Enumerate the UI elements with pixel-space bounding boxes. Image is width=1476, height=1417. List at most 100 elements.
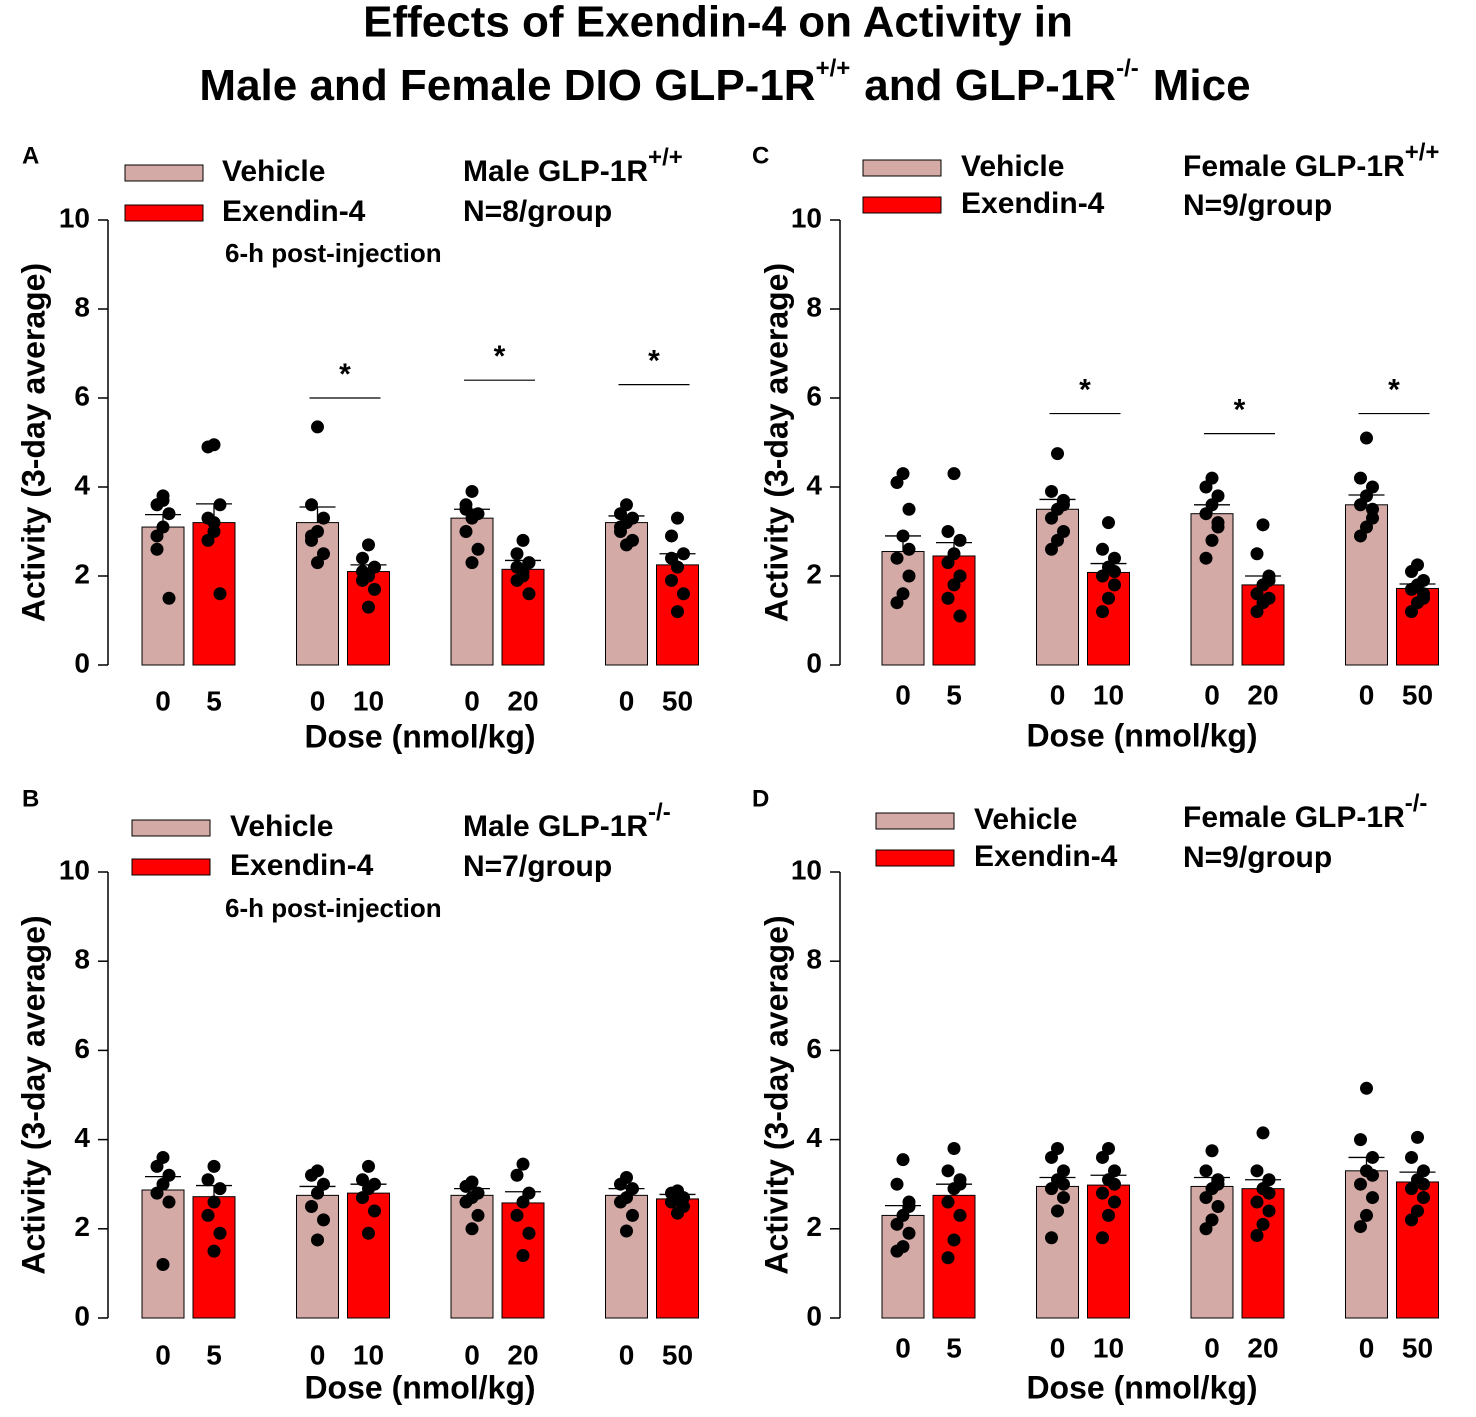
data-point: [162, 591, 176, 605]
data-point: [459, 1195, 473, 1209]
x-tick-label: 0: [1050, 679, 1066, 710]
data-point: [1057, 1177, 1070, 1191]
data-point: [902, 502, 916, 516]
data-point: [516, 1157, 530, 1171]
y-axis-label: Activity (3-day average): [758, 915, 794, 1274]
data-point: [1360, 431, 1373, 445]
bar: [1241, 1188, 1285, 1319]
significance-star: *: [1388, 373, 1400, 406]
data-point: [890, 596, 904, 610]
data-point: [522, 587, 536, 601]
data-point: [941, 1164, 955, 1178]
data-point: [947, 467, 961, 481]
x-tick-label: 0: [895, 1332, 911, 1363]
data-point: [522, 1226, 536, 1240]
data-point: [1366, 1191, 1379, 1205]
y-tick-label: 2: [806, 1211, 822, 1242]
data-point: [1102, 1208, 1115, 1222]
bar: [501, 568, 545, 666]
data-point: [1354, 1133, 1367, 1147]
data-point: [890, 1177, 904, 1191]
x-tick-label: 10: [1093, 1332, 1124, 1363]
bar: [141, 1189, 185, 1319]
data-point: [1366, 1150, 1379, 1164]
data-point: [902, 1226, 916, 1240]
data-point: [677, 587, 690, 601]
data-point: [150, 1159, 164, 1173]
legend-swatch: [124, 164, 204, 182]
data-point: [1405, 605, 1418, 619]
y-tick-label: 4: [806, 1122, 822, 1153]
data-point: [902, 542, 916, 556]
data-point: [1096, 1231, 1109, 1245]
legend-label: Exendin-4: [230, 849, 374, 882]
x-tick-label: 0: [155, 1339, 171, 1370]
data-point: [356, 565, 369, 579]
data-point: [362, 1159, 375, 1173]
data-point: [1205, 533, 1219, 547]
data-point: [941, 1195, 955, 1209]
genotype: Male GLP-1R+/+: [463, 144, 683, 188]
genotype: Female GLP-1R-/-: [1183, 790, 1427, 834]
genotype-text: Female GLP-1R: [1183, 801, 1405, 834]
data-point: [317, 511, 330, 525]
bar: [450, 517, 494, 666]
data-point: [1199, 480, 1213, 494]
group-size: N=9/group: [1183, 189, 1332, 222]
y-tick-label: 4: [74, 1122, 90, 1153]
y-tick-label: 6: [74, 1033, 90, 1064]
bar: [1087, 571, 1130, 666]
data-point: [207, 1159, 221, 1173]
data-point: [1256, 1126, 1270, 1140]
genotype: Male GLP-1R-/-: [463, 799, 671, 843]
data-point: [459, 1179, 473, 1193]
data-point: [207, 1244, 221, 1258]
title-part: Male and Female DIO GLP-1R: [199, 61, 815, 110]
significance-star: *: [339, 358, 351, 391]
data-point: [614, 520, 627, 534]
data-point: [620, 538, 633, 552]
data-point: [665, 573, 678, 587]
data-point: [471, 1208, 485, 1222]
data-point: [1417, 1191, 1430, 1205]
data-point: [941, 525, 955, 538]
x-tick-label: 50: [662, 1339, 693, 1370]
data-point: [1057, 1191, 1070, 1205]
x-tick-label: 0: [619, 685, 635, 716]
data-point: [156, 1257, 170, 1271]
legend-label: Exendin-4: [974, 840, 1118, 873]
legend-swatch: [131, 819, 211, 837]
legend-label: Vehicle: [961, 150, 1064, 183]
data-point: [368, 582, 381, 596]
data-point: [201, 1208, 215, 1222]
x-tick-label: 10: [353, 1339, 384, 1370]
panel-label: D: [752, 785, 769, 812]
data-point: [510, 560, 524, 574]
y-axis-label: Activity (3-day average): [758, 263, 794, 622]
data-point: [1199, 1164, 1213, 1178]
data-point: [1256, 518, 1270, 532]
data-point: [356, 573, 369, 587]
data-point: [1211, 1200, 1225, 1213]
data-point: [207, 525, 221, 538]
group-size: N=8/group: [463, 195, 612, 228]
legend-label: Vehicle: [974, 803, 1077, 836]
title-line: Effects of Exendin-4 on Activity in: [363, 0, 1073, 47]
data-point: [1108, 578, 1121, 592]
data-point: [1354, 1220, 1367, 1234]
genotype-sup: +/+: [648, 144, 683, 171]
data-point: [947, 1233, 961, 1247]
data-point: [1057, 498, 1070, 512]
significance-star: *: [648, 345, 660, 378]
data-point: [213, 1182, 227, 1196]
data-point: [465, 484, 479, 498]
legend-label: Vehicle: [222, 155, 325, 188]
y-axis-label: Activity (3-day average): [15, 915, 51, 1274]
title-part: Mice: [1153, 61, 1251, 110]
data-point: [953, 1177, 967, 1191]
data-point: [1405, 1213, 1418, 1227]
y-tick-label: 0: [806, 1300, 822, 1331]
data-point: [516, 1249, 530, 1263]
data-point: [305, 1200, 318, 1213]
x-tick-label: 20: [1247, 1332, 1278, 1363]
